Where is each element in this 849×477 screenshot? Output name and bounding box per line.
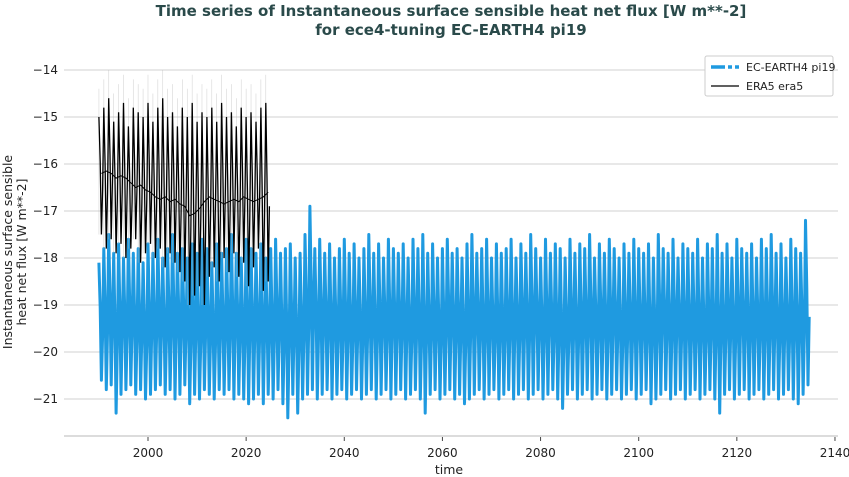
y-tick-label: −16 (33, 157, 58, 171)
y-axis-label: Instantaneous surface sensible heat net … (0, 155, 29, 350)
series-era5-line (98, 98, 271, 306)
x-tick-label: 2060 (427, 446, 458, 460)
y-axis: −14 −15 −16 −17 −18 −19 −20 −21 (33, 63, 58, 406)
x-tick-label: 2100 (623, 446, 654, 460)
legend: EC-EARTH4 pi19 ERA5 era5 (704, 55, 835, 97)
x-tick-label: 2040 (329, 446, 360, 460)
series-ec-earth4-line (97, 204, 811, 420)
x-axis-label: time (435, 462, 464, 477)
y-tick-label: −14 (33, 63, 58, 77)
x-tick-label: 2000 (133, 446, 164, 460)
x-tick-label: 2140 (820, 446, 849, 460)
y-tick-label: −19 (33, 298, 58, 312)
chart-subtitle: for ece4-tuning EC-EARTH4 pi19 (315, 21, 586, 39)
y-tick-label: −15 (33, 110, 58, 124)
x-tick-label: 2080 (525, 446, 556, 460)
legend-label-era5: ERA5 era5 (746, 80, 803, 93)
y-axis-label-line2: heat net flux [W m**-2] (14, 178, 29, 325)
chart-title: Time series of Instantaneous surface sen… (156, 2, 747, 20)
y-tick-label: −17 (33, 204, 58, 218)
plot-area (97, 70, 811, 420)
series-era5-mean-line (101, 170, 269, 217)
y-axis-label-line1: Instantaneous surface sensible (0, 155, 15, 350)
x-tick-label: 2020 (231, 446, 262, 460)
legend-label-ec-earth4: EC-EARTH4 pi19 (746, 61, 835, 74)
y-tick-label: −21 (33, 392, 58, 406)
y-tick-label: −18 (33, 251, 58, 265)
y-tick-label: −20 (33, 345, 58, 359)
x-tick-label: 2120 (722, 446, 753, 460)
x-axis: 2000 2020 2040 2060 2080 2100 2120 2140 (133, 437, 849, 460)
